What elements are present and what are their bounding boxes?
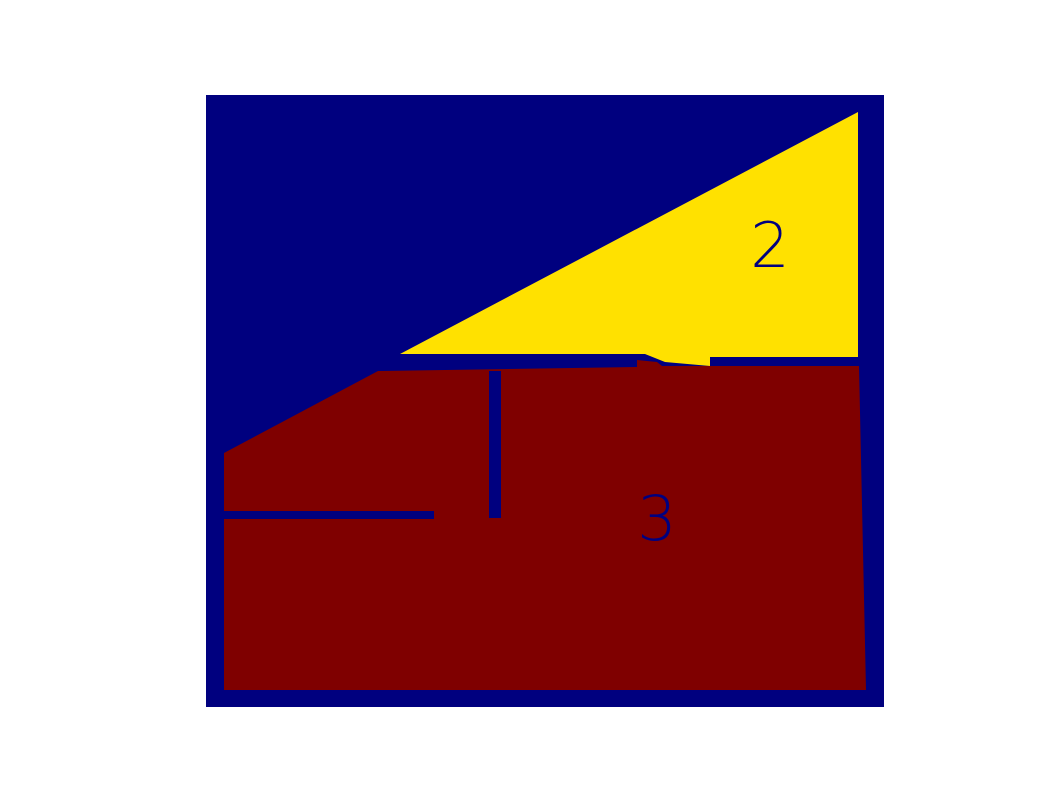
region-2-area (400, 112, 858, 366)
region-3-label: 3 (637, 482, 676, 555)
region-2-label: 2 (750, 209, 789, 282)
region-3-area (224, 360, 866, 690)
interior-wall (489, 371, 501, 518)
